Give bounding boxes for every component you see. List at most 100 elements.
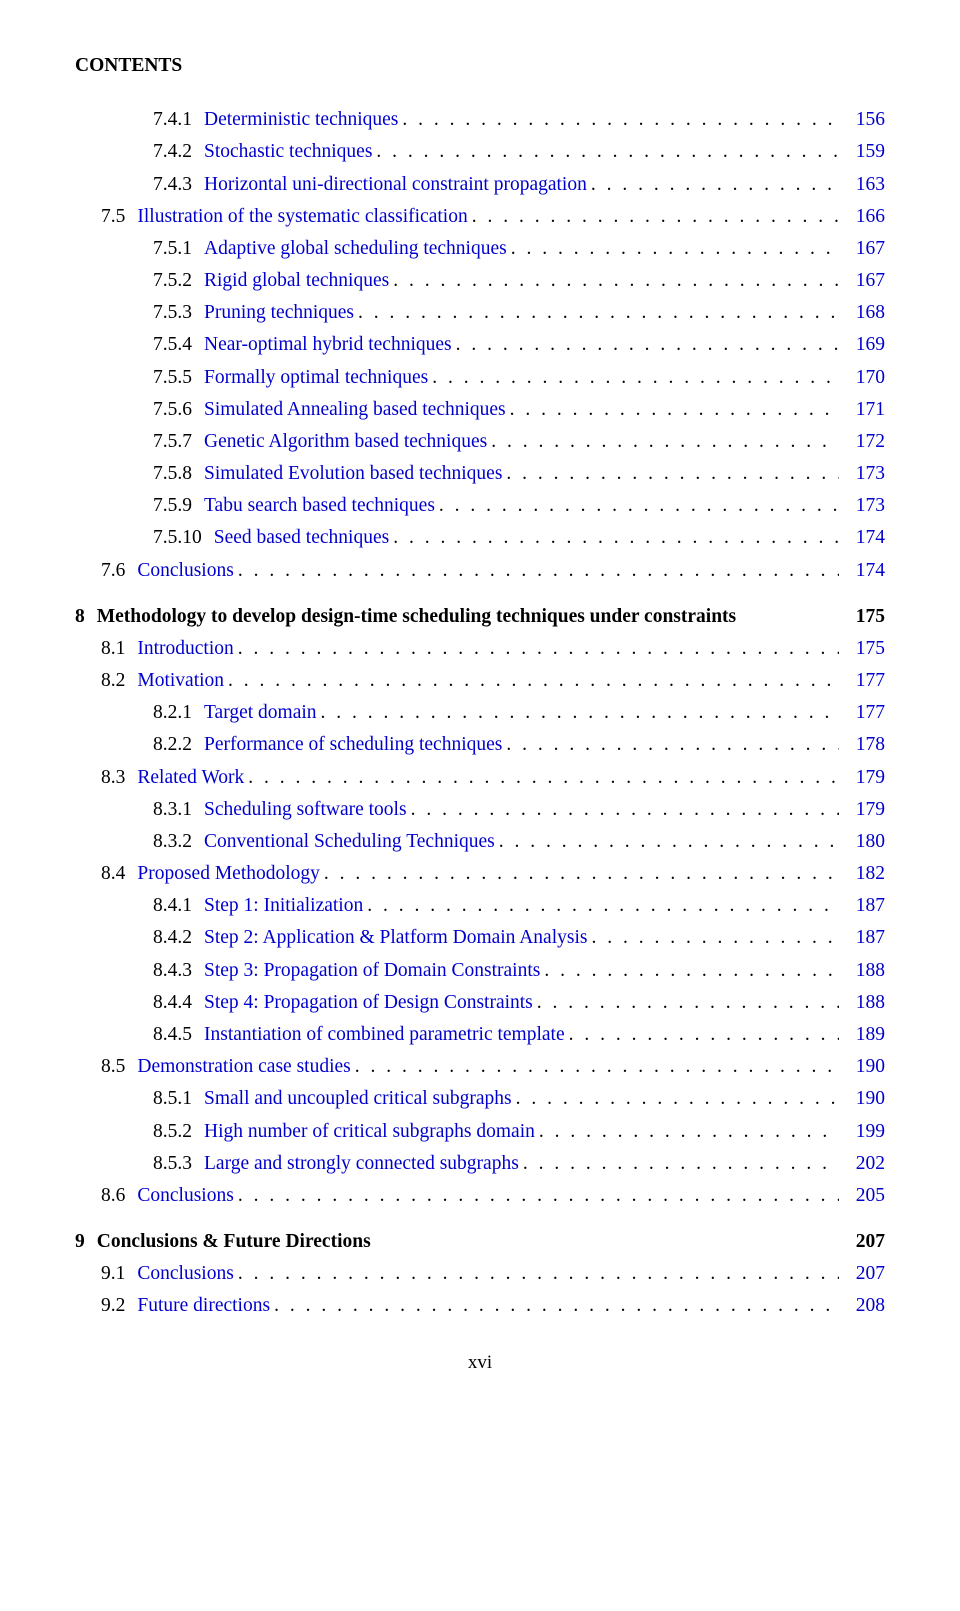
toc-entry-number: 8.6 xyxy=(75,1180,137,1212)
toc-entry-title[interactable]: Motivation xyxy=(137,665,224,697)
toc-entry-title[interactable]: Tabu search based techniques xyxy=(204,490,435,522)
toc-entry-page[interactable]: 187 xyxy=(839,890,885,922)
toc-entry-title[interactable]: High number of critical subgraphs domain xyxy=(204,1116,535,1148)
toc-entry-title[interactable]: Simulated Annealing based techniques xyxy=(204,394,506,426)
toc-entry-page[interactable]: 167 xyxy=(839,233,885,265)
toc-leader-dots xyxy=(502,458,839,490)
toc-entry-page[interactable]: 171 xyxy=(839,394,885,426)
toc-entry-page[interactable]: 174 xyxy=(839,555,885,587)
toc-entry-page[interactable]: 172 xyxy=(839,426,885,458)
toc-entry-page[interactable]: 207 xyxy=(839,1258,885,1290)
toc-entry-page[interactable]: 189 xyxy=(839,1019,885,1051)
toc-entry-page[interactable]: 168 xyxy=(839,297,885,329)
toc-entry-title[interactable]: Formally optimal techniques xyxy=(204,362,428,394)
toc-entry-number: 7.5.6 xyxy=(75,394,204,426)
toc-entry-page[interactable]: 173 xyxy=(839,458,885,490)
toc-entry-title[interactable]: Step 1: Initialization xyxy=(204,890,363,922)
toc-entry-page[interactable]: 208 xyxy=(839,1290,885,1322)
toc-entry-title[interactable]: Step 4: Propagation of Design Constraint… xyxy=(204,987,533,1019)
toc-entry-title[interactable]: Future directions xyxy=(137,1290,270,1322)
toc-entry-number: 8.5.2 xyxy=(75,1116,204,1148)
toc-entry-page[interactable]: 180 xyxy=(839,826,885,858)
toc-entry-title[interactable]: Proposed Methodology xyxy=(137,858,320,890)
toc-entry-number: 8.3.1 xyxy=(75,794,204,826)
toc-entry-title[interactable]: Stochastic techniques xyxy=(204,136,372,168)
toc-entry-page[interactable]: 177 xyxy=(839,665,885,697)
toc-entry-page[interactable]: 159 xyxy=(839,136,885,168)
toc-entry-title[interactable]: Step 2: Application & Platform Domain An… xyxy=(204,922,587,954)
toc-entry-page[interactable]: 174 xyxy=(839,522,885,554)
toc-entry-page[interactable]: 156 xyxy=(839,104,885,136)
toc-entry-title[interactable]: Illustration of the systematic classific… xyxy=(137,201,467,233)
toc-entry-number: 8.2 xyxy=(75,665,137,697)
toc-entry-title[interactable]: Conventional Scheduling Techniques xyxy=(204,826,495,858)
toc-entry-title[interactable]: Performance of scheduling techniques xyxy=(204,729,502,761)
toc-entry: 7.5.4Near-optimal hybrid techniques169 xyxy=(75,329,885,361)
toc-entry-title: Conclusions & Future Directions xyxy=(97,1226,371,1258)
toc-entry-title[interactable]: Demonstration case studies xyxy=(137,1051,350,1083)
toc-leader-dots xyxy=(435,490,839,522)
toc-entry: 7.5.6Simulated Annealing based technique… xyxy=(75,394,885,426)
toc-entry-title[interactable]: Deterministic techniques xyxy=(204,104,398,136)
toc-entry-title[interactable]: Instantiation of combined parametric tem… xyxy=(204,1019,565,1051)
toc-entry-page[interactable]: 199 xyxy=(839,1116,885,1148)
toc-entry-number: 8.4.1 xyxy=(75,890,204,922)
toc-entry: 7.5.3Pruning techniques168 xyxy=(75,297,885,329)
toc-entry-title[interactable]: Introduction xyxy=(137,633,233,665)
toc-entry-page[interactable]: 166 xyxy=(839,201,885,233)
toc-entry-page[interactable]: 179 xyxy=(839,794,885,826)
toc-entry-number: 8.3 xyxy=(75,762,137,794)
toc-entry-title[interactable]: Adaptive global scheduling techniques xyxy=(204,233,507,265)
toc-entry-page[interactable]: 178 xyxy=(839,729,885,761)
toc-entry-page[interactable]: 169 xyxy=(839,329,885,361)
toc-leader-dots xyxy=(512,1083,839,1115)
toc-entry-title[interactable]: Conclusions xyxy=(137,1258,233,1290)
toc-entry-page[interactable]: 188 xyxy=(839,987,885,1019)
toc-entry: 8.2.1Target domain177 xyxy=(75,697,885,729)
toc-leader-dots xyxy=(407,794,839,826)
toc-entry-page[interactable]: 163 xyxy=(839,169,885,201)
toc-entry-title[interactable]: Horizontal uni-directional constraint pr… xyxy=(204,169,587,201)
toc-entry-title[interactable]: Target domain xyxy=(204,697,317,729)
toc-entry-page[interactable]: 202 xyxy=(839,1148,885,1180)
toc-leader-dots xyxy=(587,169,839,201)
toc-entry-page[interactable]: 167 xyxy=(839,265,885,297)
toc-leader-dots xyxy=(320,858,839,890)
toc-entry-number: 7.5.5 xyxy=(75,362,204,394)
toc-entry-number: 7.4.3 xyxy=(75,169,204,201)
toc-entry-page[interactable]: 187 xyxy=(839,922,885,954)
toc-entry: 8.3Related Work 179 xyxy=(75,762,885,794)
toc-entry-title[interactable]: Step 3: Propagation of Domain Constraint… xyxy=(204,955,540,987)
toc-entry: 7.4.1Deterministic techniques156 xyxy=(75,104,885,136)
page-number: xvi xyxy=(75,1347,885,1378)
toc-entry-title[interactable]: Related Work xyxy=(137,762,244,794)
toc-entry-page[interactable]: 173 xyxy=(839,490,885,522)
toc-entry-title[interactable]: Scheduling software tools xyxy=(204,794,407,826)
toc-entry-page[interactable]: 177 xyxy=(839,697,885,729)
toc-entry-page[interactable]: 190 xyxy=(839,1051,885,1083)
toc-entry-title[interactable]: Conclusions xyxy=(137,1180,233,1212)
toc-entry-page[interactable]: 188 xyxy=(839,955,885,987)
toc-entry-page[interactable]: 205 xyxy=(839,1180,885,1212)
toc-entry-page[interactable]: 170 xyxy=(839,362,885,394)
toc-entry: 8.4.1Step 1: Initialization 187 xyxy=(75,890,885,922)
toc-entry-title: Methodology to develop design-time sched… xyxy=(97,601,736,633)
toc-entry-title[interactable]: Large and strongly connected subgraphs xyxy=(204,1148,519,1180)
toc-leader-dots xyxy=(234,555,839,587)
toc-entry-page[interactable]: 190 xyxy=(839,1083,885,1115)
toc-entry-title[interactable]: Rigid global techniques xyxy=(204,265,389,297)
toc-entry-title[interactable]: Near-optimal hybrid techniques xyxy=(204,329,452,361)
toc-entry-title[interactable]: Pruning techniques xyxy=(204,297,354,329)
toc-entry: 7.5.2Rigid global techniques167 xyxy=(75,265,885,297)
toc-entry-page[interactable]: 182 xyxy=(839,858,885,890)
toc-entry-title[interactable]: Seed based techniques xyxy=(214,522,389,554)
toc-entry-title[interactable]: Simulated Evolution based techniques xyxy=(204,458,502,490)
toc-entry-number: 8.5 xyxy=(75,1051,137,1083)
toc-entry-title[interactable]: Genetic Algorithm based techniques xyxy=(204,426,487,458)
toc-entry-page[interactable]: 175 xyxy=(839,633,885,665)
toc-leader-dots xyxy=(354,297,839,329)
toc-entry-page[interactable]: 179 xyxy=(839,762,885,794)
toc-entry-title[interactable]: Small and uncoupled critical subgraphs xyxy=(204,1083,512,1115)
toc-leader-dots xyxy=(519,1148,839,1180)
toc-entry-title[interactable]: Conclusions xyxy=(137,555,233,587)
